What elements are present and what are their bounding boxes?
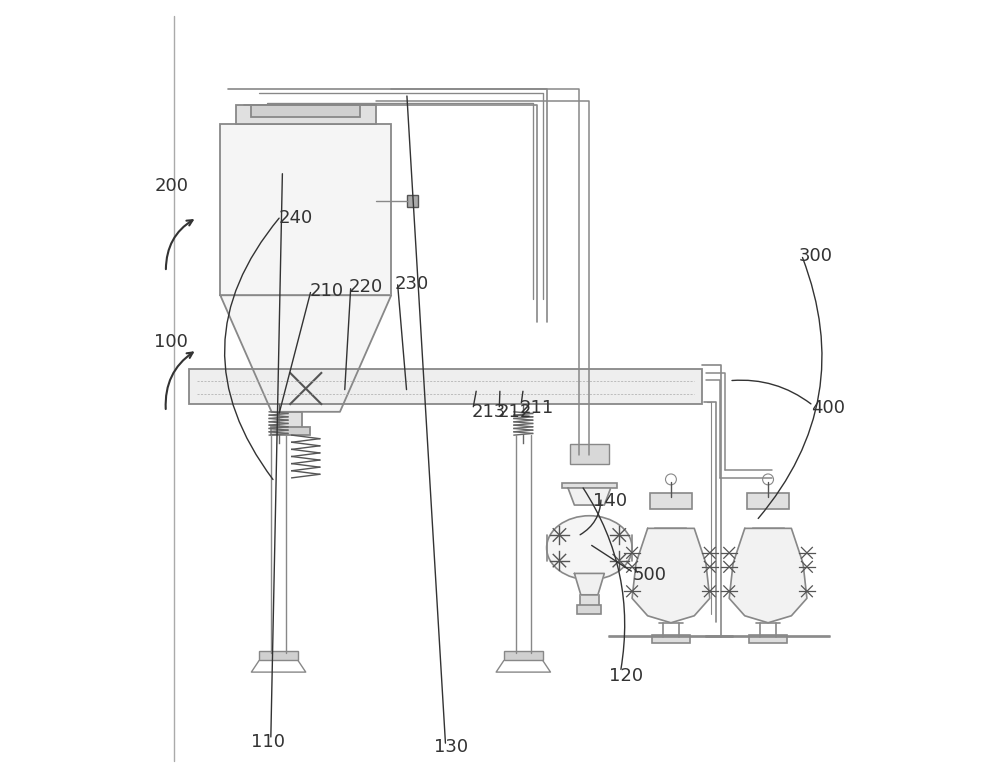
Bar [259,651,298,660]
Ellipse shape [547,516,632,580]
Bar [562,483,617,488]
Bar [753,528,784,544]
Text: 220: 220 [348,278,383,297]
Text: 200: 200 [154,177,188,196]
Bar [220,124,391,295]
Bar [580,595,599,606]
Polygon shape [220,295,391,412]
Text: 230: 230 [395,274,429,293]
Text: 500: 500 [632,566,666,584]
Bar [251,105,360,117]
Text: 300: 300 [799,247,833,266]
Bar [749,636,787,643]
Bar [747,493,789,509]
Bar [547,535,632,561]
Text: 130: 130 [434,738,468,757]
Text: 100: 100 [154,333,188,351]
Bar [749,544,787,552]
Text: 400: 400 [811,399,845,417]
Polygon shape [632,528,710,623]
Polygon shape [568,488,611,505]
Text: 210: 210 [310,282,344,301]
Bar [236,105,376,124]
Text: 212: 212 [498,402,532,421]
Bar [279,412,302,431]
Bar [652,636,690,643]
Bar [652,544,690,552]
Polygon shape [729,528,807,623]
Text: 140: 140 [593,492,627,510]
Bar [570,444,609,464]
Polygon shape [574,573,604,595]
Bar [189,369,702,404]
Bar [655,528,686,544]
Bar [650,493,692,509]
Text: 213: 213 [471,402,506,421]
Bar [577,605,601,614]
Bar [407,195,418,207]
Text: 120: 120 [609,667,643,685]
Bar [504,651,543,660]
Text: 240: 240 [279,208,313,227]
Bar [271,427,310,435]
Text: 211: 211 [519,399,554,417]
Text: 110: 110 [251,733,285,751]
